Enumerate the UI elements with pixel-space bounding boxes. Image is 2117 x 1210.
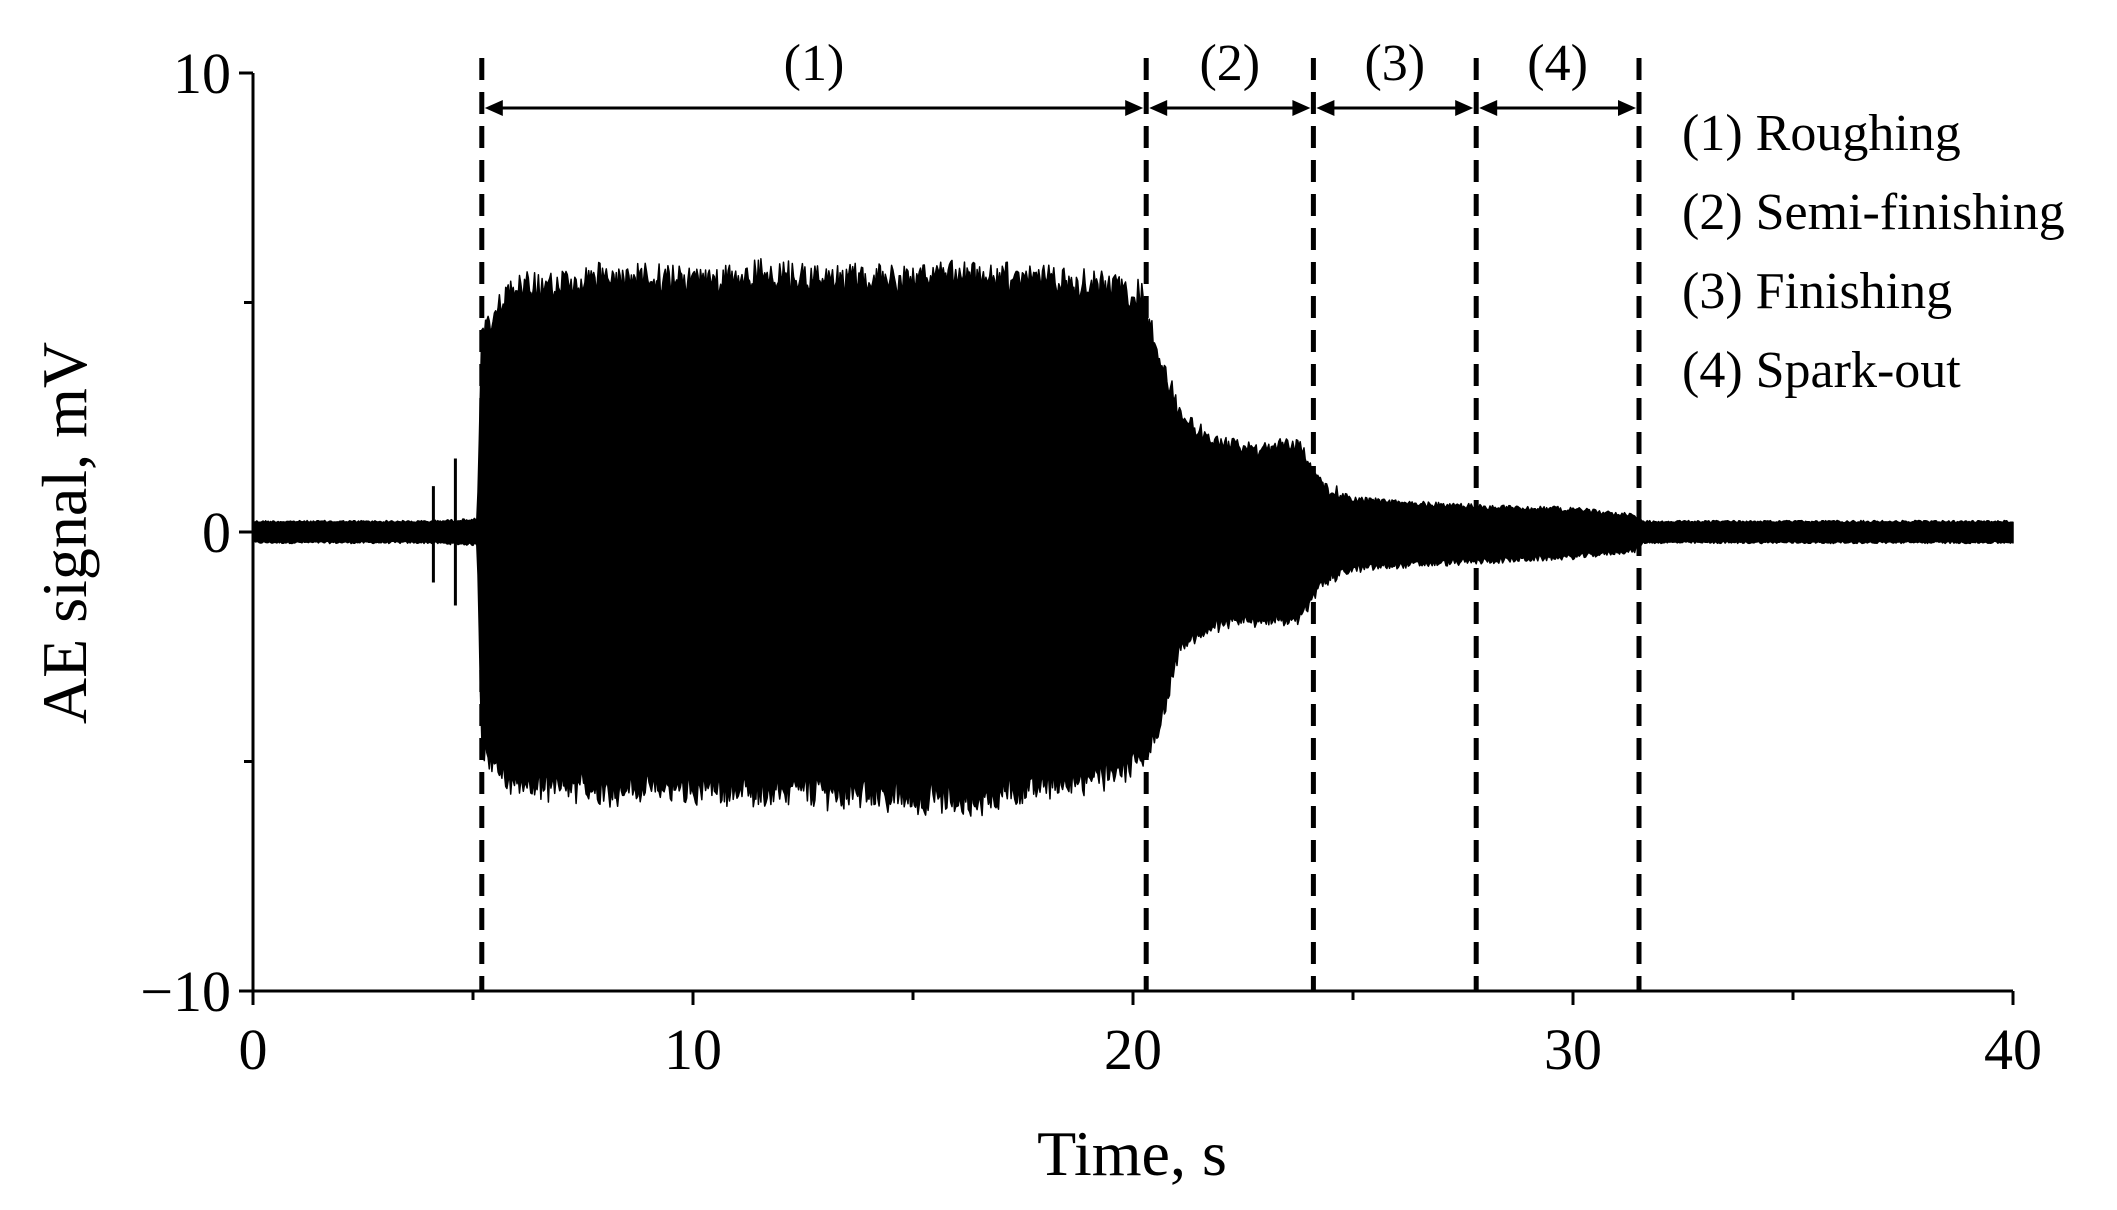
legend-entry: (3) Finishing [1682, 263, 1952, 320]
phase-label-1: (1) [784, 35, 845, 92]
phase-arrow-head-left-4 [1479, 100, 1498, 116]
y-tick-label: −10 [140, 959, 231, 1024]
legend-entry: (1) Roughing [1682, 105, 1961, 162]
y-axis-title: AE signal, mV [29, 342, 100, 724]
phase-arrow-head-right-3 [1455, 100, 1474, 116]
phase-arrow-head-left-2 [1149, 100, 1168, 116]
phase-arrow-head-right-4 [1618, 100, 1636, 116]
y-tick-label: 10 [173, 41, 231, 106]
x-tick-label: 30 [1544, 1017, 1602, 1082]
x-tick-label: 10 [664, 1017, 722, 1082]
phase-arrow-head-right-2 [1292, 100, 1311, 116]
phase-arrow-head-left-3 [1316, 100, 1335, 116]
x-tick-label: 40 [1984, 1017, 2042, 1082]
legend-entry: (4) Spark-out [1682, 342, 1961, 399]
legend: (1) Roughing (2) Semi-finishing (3) Finish… [1682, 105, 2065, 399]
phase-boundaries [479, 58, 1642, 991]
phase-arrow-head-right-1 [1125, 100, 1144, 116]
axes [239, 71, 2015, 1005]
ae-signal-trace [252, 257, 2014, 817]
legend-entry: (2) Semi-finishing [1682, 184, 2065, 241]
phase-label-3: (3) [1364, 35, 1425, 92]
phase-label-4: (4) [1527, 35, 1588, 92]
signal-layer [252, 257, 2014, 817]
y-tick-label: 0 [202, 500, 231, 565]
phase-label-2: (2) [1199, 35, 1260, 92]
phase-arrow-head-left-1 [484, 100, 503, 116]
phase-arrows: (1) (2) (3) (4) [484, 35, 1636, 116]
x-tick-label: 20 [1104, 1017, 1162, 1082]
x-tick-label: 0 [239, 1017, 268, 1082]
x-axis-title: Time, s [1037, 1118, 1227, 1189]
